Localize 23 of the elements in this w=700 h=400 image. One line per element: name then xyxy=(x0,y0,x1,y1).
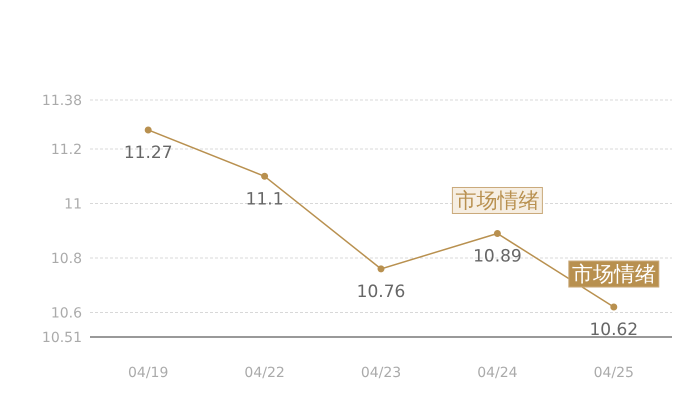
data-label: 10.89 xyxy=(473,246,522,266)
y-tick-label: 10.51 xyxy=(42,330,82,346)
point xyxy=(494,230,501,237)
point xyxy=(144,126,152,134)
x-tick-label: 04/22 xyxy=(244,365,285,381)
point xyxy=(610,304,618,311)
annotation: 市场情绪 xyxy=(455,188,540,212)
point xyxy=(261,172,268,180)
x-tick-label: 04/24 xyxy=(477,365,518,381)
y-tick-label: 10.6 xyxy=(50,305,82,322)
data-label: 11.1 xyxy=(246,189,284,210)
y-tick-label: 11.2 xyxy=(50,142,82,158)
data-label: 11.27 xyxy=(124,142,173,163)
data-label: 10.76 xyxy=(356,282,406,302)
point xyxy=(378,265,384,272)
y-tick-label: 11.38 xyxy=(42,93,82,109)
y-tick-label: 11 xyxy=(64,196,82,213)
data-label: 10.62 xyxy=(589,320,638,340)
y-tick-label: 10.8 xyxy=(50,251,82,267)
annotation: 市场情绪 xyxy=(572,262,656,286)
x-tick-label: 04/23 xyxy=(360,365,402,381)
x-tick-label: 04/19 xyxy=(128,365,168,381)
x-tick-label: 04/25 xyxy=(594,365,634,381)
